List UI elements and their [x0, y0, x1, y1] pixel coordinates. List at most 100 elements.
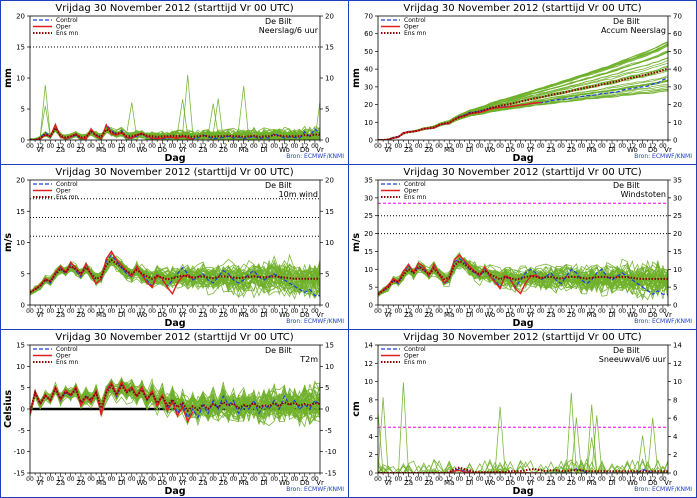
- ensemble-members: [30, 74, 320, 140]
- ensemble-member-line: [378, 417, 668, 473]
- y-tick-label-right: 15: [325, 44, 334, 52]
- series-line-oper: [378, 253, 542, 295]
- x-day-label: Vr: [527, 146, 535, 154]
- x-day-label: Ma: [96, 311, 106, 319]
- x-hour-label: 00: [108, 476, 116, 483]
- y-axis-label: m/s: [351, 233, 362, 252]
- y-tick-label-right: 0: [673, 470, 677, 478]
- x-hour-label: 12: [220, 143, 228, 150]
- x-hour-label: 00: [618, 476, 626, 483]
- ensemble-member-line: [378, 460, 668, 473]
- x-hour-label: 12: [445, 308, 453, 315]
- y-tick-label-left: 10: [16, 363, 25, 371]
- x-hour-label: 00: [557, 476, 565, 483]
- ensemble-member-line: [378, 259, 668, 301]
- x-hour-label: 12: [281, 476, 289, 483]
- ensemble-member-line: [378, 81, 668, 140]
- x-day-label: Wo: [485, 311, 496, 319]
- x-hour-label: 12: [506, 476, 514, 483]
- x-hour-label: 00: [311, 476, 319, 483]
- x-hour-label: 12: [260, 476, 268, 483]
- x-hour-label: 12: [384, 143, 392, 150]
- x-hour-label: 12: [466, 143, 474, 150]
- x-hour-label: 12: [486, 308, 494, 315]
- x-hour-label: 12: [199, 476, 207, 483]
- legend-label-ens: Ens mn: [404, 194, 426, 201]
- y-tick-label-right: 20: [325, 177, 334, 185]
- x-hour-label: 00: [108, 308, 116, 315]
- x-hour-label: 00: [26, 143, 34, 150]
- x-hour-label: 00: [659, 143, 667, 150]
- x-hour-label: 12: [57, 143, 65, 150]
- x-day-label: Do: [648, 146, 658, 154]
- x-hour-label: 00: [87, 143, 95, 150]
- x-day-label: Wo: [279, 311, 290, 319]
- chart-title-part: Vrijdag: [403, 332, 438, 343]
- x-hour-label: 12: [649, 143, 657, 150]
- chart-title-part: Vrijdag: [55, 167, 90, 178]
- x-hour-label: 00: [311, 143, 319, 150]
- x-day-label: Vr: [36, 479, 44, 487]
- x-hour-label: 00: [291, 308, 299, 315]
- x-hour-label: 00: [496, 308, 504, 315]
- x-day-label: Za: [404, 479, 413, 487]
- x-day-label: Ma: [239, 479, 249, 487]
- y-tick-label-right: 35: [673, 177, 682, 185]
- x-day-label: Do: [648, 311, 658, 319]
- legend-label-ens: Ens mn: [56, 359, 78, 366]
- ensemble-member-line: [378, 462, 668, 473]
- x-hour-label: 12: [281, 143, 289, 150]
- x-day-label: Do: [300, 146, 310, 154]
- x-day-label: Wo: [279, 479, 290, 487]
- x-day-label: Ma: [587, 146, 597, 154]
- y-tick-label-right: 5: [325, 384, 329, 392]
- chart-svg: Vrijdag 30 November 2012 (starttijd Vr 0…: [351, 167, 692, 329]
- x-hour-label: 00: [128, 308, 136, 315]
- x-hour-label: 12: [506, 308, 514, 315]
- x-hour-label: 00: [209, 476, 217, 483]
- x-hour-label: 00: [639, 143, 647, 150]
- series-line-oper: [30, 249, 194, 296]
- x-hour-label: 12: [36, 476, 44, 483]
- chart-title-part: Vrijdag: [55, 332, 90, 343]
- x-hour-label: 00: [250, 476, 258, 483]
- x-day-label: Do: [157, 311, 167, 319]
- x-hour-label: 12: [445, 143, 453, 150]
- x-hour-label: 00: [26, 476, 34, 483]
- x-hour-label: 12: [405, 143, 413, 150]
- x-hour-label: 12: [568, 308, 576, 315]
- x-hour-label: 00: [618, 308, 626, 315]
- y-tick-label-left: 40: [364, 66, 373, 74]
- x-day-label: Vr: [384, 146, 392, 154]
- x-hour-label: 12: [158, 308, 166, 315]
- chart-title: Vrijdag 30 November 2012 (starttijd Vr 0…: [55, 3, 293, 14]
- chart-title: Vrijdag 30 November 2012 (starttijd Vr 0…: [55, 332, 293, 343]
- y-tick-label-left: 4: [369, 433, 374, 441]
- x-hour-label: 00: [230, 143, 238, 150]
- x-day-label: Di: [608, 311, 615, 319]
- y-tick-label-left: 5: [21, 384, 25, 392]
- location-label: De Bilt: [613, 346, 640, 355]
- y-tick-label-right: 50: [673, 48, 682, 56]
- x-hour-label: 12: [405, 476, 413, 483]
- y-tick-label-right: 0: [673, 302, 677, 310]
- y-tick-label-right: 0: [325, 137, 329, 145]
- y-tick-label-right: 0: [325, 302, 329, 310]
- chart-title-part: (starttijd Vr 00 UTC): [538, 332, 641, 343]
- x-day-label: Vr: [36, 146, 44, 154]
- series-line-ens-mn: [30, 126, 320, 140]
- x-day-label: Zo: [219, 146, 228, 154]
- x-day-label: Wo: [279, 146, 290, 154]
- series-line-oper: [30, 122, 193, 140]
- location-label: De Bilt: [265, 346, 292, 355]
- main-series: [378, 253, 668, 296]
- ensemble-member-line: [378, 392, 668, 473]
- x-day-label: Wo: [627, 479, 638, 487]
- x-hour-label: 12: [36, 308, 44, 315]
- x-hour-label: 00: [415, 143, 423, 150]
- chart-subtitle: 10m wind: [279, 190, 318, 199]
- x-day-label: Do: [300, 479, 310, 487]
- x-day-label: Ma: [444, 311, 454, 319]
